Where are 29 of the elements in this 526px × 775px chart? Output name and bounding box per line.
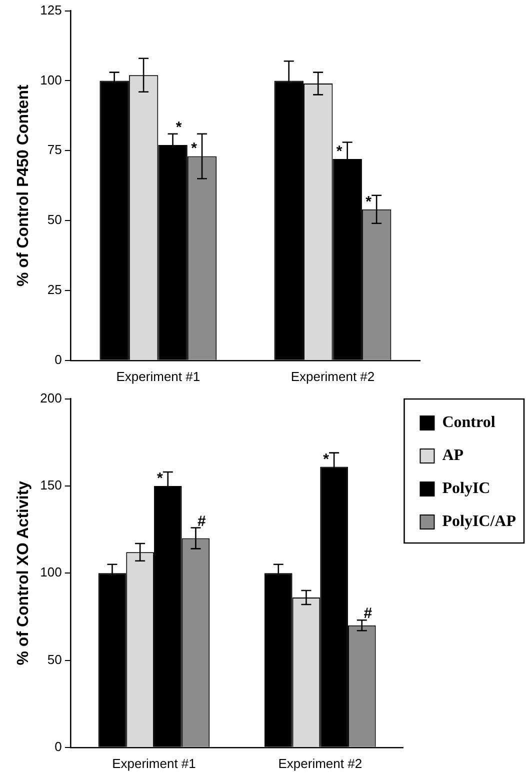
y-tick-label: 200 bbox=[40, 390, 62, 406]
y-tick-label: 50 bbox=[47, 212, 62, 228]
annotation: * bbox=[366, 193, 372, 210]
x-tick-label: Experiment #2 bbox=[278, 756, 362, 771]
annotation: * bbox=[323, 450, 330, 468]
y-tick-label: 50 bbox=[47, 652, 62, 667]
legend-label: AP bbox=[442, 447, 464, 464]
annotation: * bbox=[156, 470, 163, 487]
annotation: # bbox=[364, 605, 373, 622]
y-tick-label: 75 bbox=[47, 142, 62, 158]
y-tick-label: 25 bbox=[47, 282, 62, 298]
annotation: * bbox=[191, 140, 198, 158]
annotation: # bbox=[198, 512, 207, 530]
y-tick-label: 100 bbox=[40, 564, 62, 580]
y-tick-label: 125 bbox=[40, 2, 62, 18]
legend-label: PolyIC bbox=[442, 480, 490, 498]
y-axis-title: % of Control P450 Content bbox=[15, 84, 32, 286]
y-tick-label: 0 bbox=[54, 738, 62, 754]
legend-label: Control bbox=[442, 414, 496, 432]
annotation: * bbox=[176, 118, 182, 136]
y-tick-label: 0 bbox=[54, 352, 62, 367]
x-tick-label: Experiment #1 bbox=[112, 756, 196, 771]
annotation: * bbox=[336, 143, 342, 160]
y-axis-title: % of Control XO Activity bbox=[15, 480, 32, 666]
y-tick-label: 150 bbox=[40, 478, 62, 493]
x-tick-label: Experiment #1 bbox=[116, 368, 200, 384]
y-tick-label: 100 bbox=[40, 72, 62, 88]
x-tick-label: Experiment #2 bbox=[290, 368, 375, 384]
legend-label: PolyIC/AP bbox=[442, 513, 516, 530]
